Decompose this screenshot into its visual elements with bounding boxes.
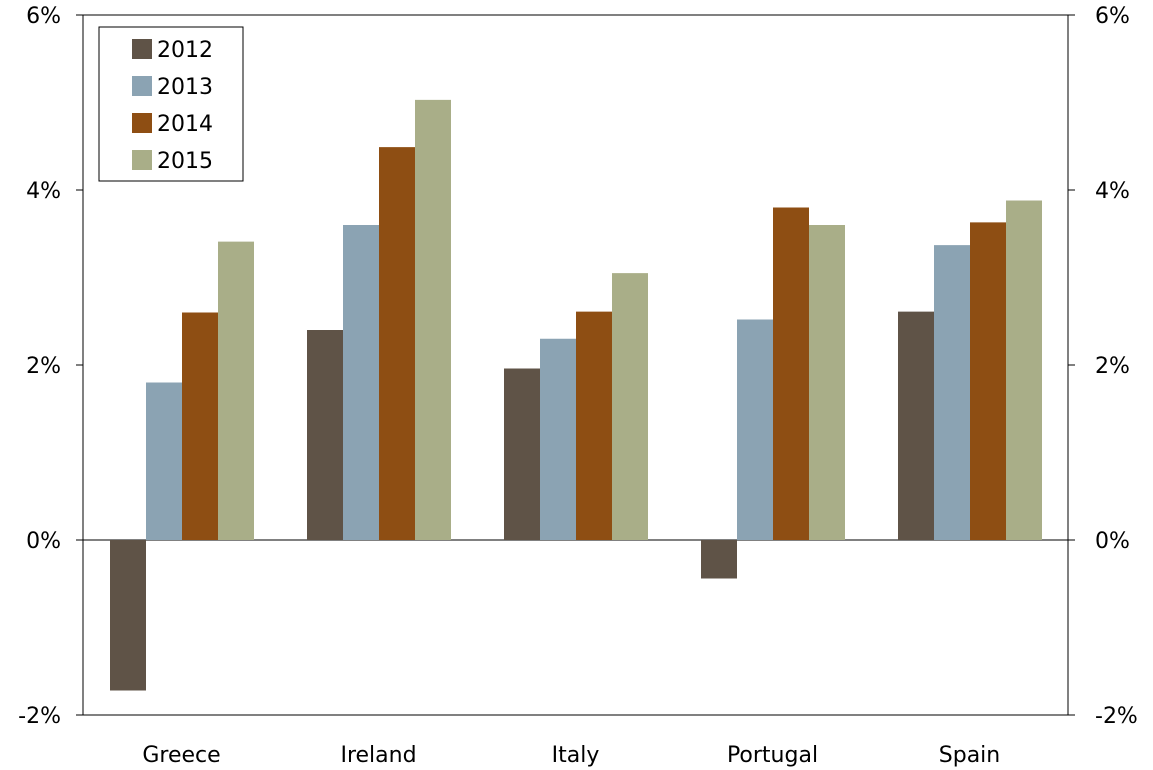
x-tick-label: Ireland: [340, 743, 416, 768]
legend-label-2014: 2014: [157, 112, 213, 137]
bar-greece-2012: [110, 540, 146, 691]
legend: 2012 2013 2014 2015: [98, 26, 244, 182]
y-tick-label-right: 2%: [1095, 354, 1130, 379]
y-tick-label-left: -2%: [18, 704, 61, 729]
bar-ireland-2015: [415, 99, 451, 540]
y-tick-label-left: 6%: [26, 4, 61, 29]
ticks-layer: -2% -2% 0% 0% 2% 2% 4% 4% 6% 6%: [18, 4, 1138, 729]
x-tick-label: Greece: [142, 743, 220, 768]
legend-swatch-2015: [132, 150, 152, 170]
bar-portugal-2012: [701, 540, 737, 579]
y-tick-label-left: 0%: [26, 529, 61, 554]
bar-italy-2013: [540, 338, 576, 540]
y-tick-label-left: 2%: [26, 354, 61, 379]
bar-greece-2014: [182, 312, 218, 540]
labels-layer: Greece Ireland Italy Portugal Spain: [142, 743, 1000, 768]
y-tick-label-right: 6%: [1095, 4, 1130, 29]
y-tick-label-right: 0%: [1095, 529, 1130, 554]
bar-italy-2012: [504, 368, 540, 540]
bar-portugal-2014: [773, 207, 809, 540]
bar-spain-2013: [934, 245, 970, 540]
bar-spain-2014: [970, 222, 1006, 540]
y-tick-label-left: 4%: [26, 179, 61, 204]
bar-italy-2014: [576, 311, 612, 540]
bar-portugal-2013: [737, 319, 773, 540]
legend-label-2015: 2015: [157, 149, 213, 174]
bar-ireland-2013: [343, 225, 379, 540]
x-tick-label: Spain: [939, 743, 1000, 768]
y-tick-label-right: 4%: [1095, 179, 1130, 204]
bar-spain-2015: [1006, 200, 1042, 540]
y-tick-label-right: -2%: [1095, 704, 1138, 729]
bars-layer: [110, 99, 1042, 691]
bar-spain-2012: [898, 311, 934, 540]
bar-ireland-2014: [379, 147, 415, 540]
bar-italy-2015: [612, 273, 648, 540]
legend-swatch-2014: [132, 113, 152, 133]
legend-swatch-2012: [132, 39, 152, 59]
x-tick-label: Italy: [552, 743, 600, 768]
legend-label-2013: 2013: [157, 75, 213, 100]
legend-swatch-2013: [132, 76, 152, 96]
bar-greece-2013: [146, 382, 182, 540]
bar-greece-2015: [218, 241, 254, 540]
bar-portugal-2015: [809, 225, 845, 540]
x-tick-label: Portugal: [727, 743, 818, 768]
bar-ireland-2012: [307, 330, 343, 540]
legend-box: [98, 26, 244, 182]
legend-label-2012: 2012: [157, 38, 213, 63]
